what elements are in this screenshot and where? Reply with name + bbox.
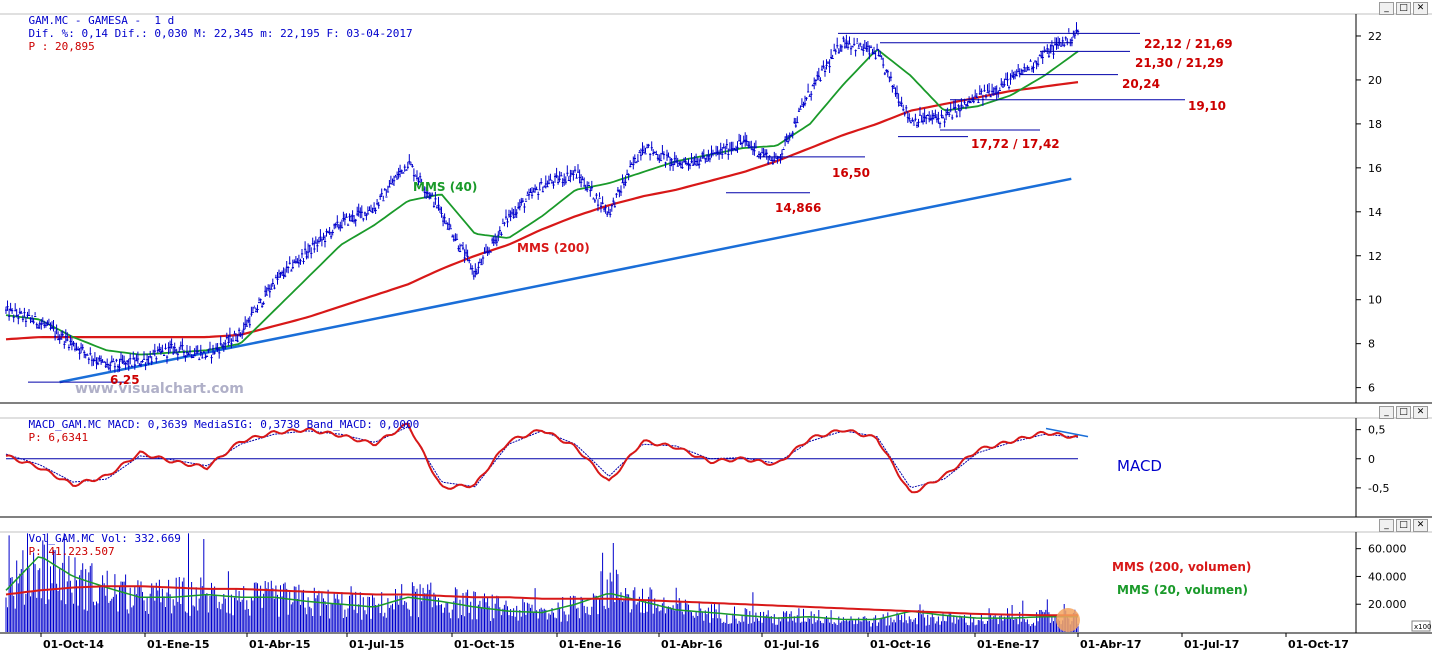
macd-line: [5, 422, 1079, 494]
price-y-tick-label: 8: [1368, 338, 1375, 351]
price-y-tick-label: 14: [1368, 206, 1382, 219]
price-y-tick-label: 6: [1368, 382, 1375, 395]
volume-panel-header: Vol_GAM.MC Vol: 332.669 P: 41.223.507: [2, 519, 181, 571]
watermark: www.visualchart.com: [75, 381, 244, 397]
mms200-line: [5, 81, 1079, 341]
x-tick-label: 01-Ene-16: [559, 638, 622, 651]
minimize-button[interactable]: _: [1379, 2, 1394, 15]
level-annotation: 19,10: [1188, 99, 1226, 113]
macd-window-buttons: _ □ ✕: [1379, 406, 1428, 419]
volume-highlight-circle: [1056, 608, 1080, 632]
scale-marker-label: x100: [1414, 623, 1432, 631]
mms40-label: MMS (40): [413, 180, 477, 194]
volume-bars: [5, 533, 1079, 632]
price-header-last: P : 20,895: [28, 40, 95, 53]
maximize-button[interactable]: □: [1396, 406, 1411, 419]
macd-label: MACD: [1117, 457, 1162, 475]
macd-y-tick-label: -0,5: [1368, 482, 1389, 495]
x-tick-label: 01-Ene-17: [977, 638, 1040, 651]
minimize-button[interactable]: _: [1379, 406, 1394, 419]
x-tick-label: 01-Ene-15: [147, 638, 210, 651]
maximize-button[interactable]: □: [1396, 2, 1411, 15]
level-annotation: 21,30 / 21,29: [1135, 56, 1224, 70]
volume-window-buttons: _ □ ✕: [1379, 519, 1428, 532]
macd-header-last: P: 6,6341: [28, 431, 89, 444]
x-tick-label: 01-Oct-16: [870, 638, 931, 651]
minimize-button[interactable]: _: [1379, 519, 1394, 532]
price-y-tick-label: 22: [1368, 30, 1382, 43]
price-window-buttons: _ □ ✕: [1379, 2, 1428, 15]
level-annotation: 17,72 / 17,42: [971, 137, 1060, 151]
volume-mms200-label: MMS (200, volumen): [1112, 560, 1251, 574]
price-y-tick-label: 10: [1368, 294, 1382, 307]
level-annotation: 6,25: [110, 373, 140, 387]
mms40-line: [5, 48, 1079, 356]
price-header-symbol: GAM.MC - GAMESA - 1 d: [28, 14, 175, 27]
macd-y-tick-label: 0: [1368, 453, 1375, 466]
volume-mms20-line: [5, 556, 1078, 621]
price-bars: [5, 22, 1080, 373]
level-annotation: 20,24: [1122, 77, 1160, 91]
x-tick-label: 01-Oct-15: [454, 638, 515, 651]
macd-header-main: MACD_GAM.MC MACD: 0,3639 MediaSIG: 0,373…: [28, 418, 420, 431]
x-tick-label: 01-Abr-15: [249, 638, 311, 651]
x-tick-label: 01-Jul-16: [764, 638, 820, 651]
price-y-tick-label: 18: [1368, 118, 1382, 131]
price-panel-header: GAM.MC - GAMESA - 1 d Dif. %: 0,14 Dif.:…: [2, 1, 413, 66]
volume-header-last: P: 41.223.507: [28, 545, 115, 558]
volume-header-main: Vol_GAM.MC Vol: 332.669: [28, 532, 181, 545]
close-button[interactable]: ✕: [1413, 2, 1428, 15]
x-tick-label: 01-Jul-17: [1184, 638, 1239, 651]
volume-y-tick-label: 60.000: [1368, 543, 1407, 556]
scale-marker: [1411, 620, 1431, 632]
maximize-button[interactable]: □: [1396, 519, 1411, 532]
x-tick-label: 01-Abr-17: [1080, 638, 1142, 651]
volume-mms20-label: MMS (20, volumen): [1117, 583, 1248, 597]
level-annotation: 22,12 / 21,69: [1144, 37, 1233, 51]
price-header-stats: Dif. %: 0,14 Dif.: 0,030 M: 22,345 m: 22…: [28, 27, 413, 40]
mms200-label: MMS (200): [517, 241, 590, 255]
macd-panel-header: MACD_GAM.MC MACD: 0,3639 MediaSIG: 0,373…: [2, 405, 420, 457]
volume-mms200-line: [5, 585, 1078, 617]
level-annotation: 16,50: [832, 166, 870, 180]
close-button[interactable]: ✕: [1413, 519, 1428, 532]
volume-y-tick-label: 20.000: [1368, 598, 1407, 611]
price-header-bg: [0, 0, 1432, 14]
macd-y-tick-label: 0,5: [1368, 424, 1386, 437]
support-trendline: [59, 177, 1072, 384]
price-y-tick-label: 20: [1368, 74, 1382, 87]
volume-y-tick-label: 40.000: [1368, 570, 1407, 583]
price-y-tick-label: 12: [1368, 250, 1382, 263]
macd-divergence-line: [1045, 427, 1089, 438]
x-tick-label: 01-Jul-15: [349, 638, 404, 651]
x-tick-label: 01-Oct-17: [1288, 638, 1349, 651]
x-tick-label: 01-Oct-14: [43, 638, 104, 651]
price-y-tick-label: 16: [1368, 162, 1382, 175]
x-tick-label: 01-Abr-16: [661, 638, 723, 651]
level-annotation: 14,866: [775, 201, 821, 215]
close-button[interactable]: ✕: [1413, 406, 1428, 419]
